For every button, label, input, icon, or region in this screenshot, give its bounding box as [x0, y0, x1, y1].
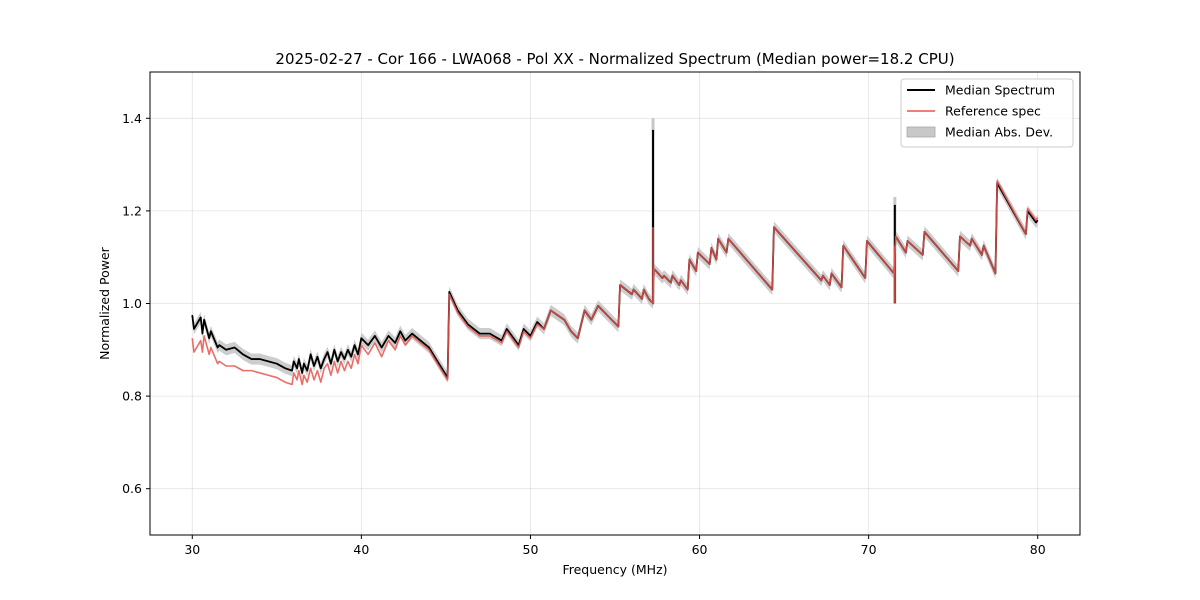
mad-band [192, 177, 1038, 384]
x-tick-label: 40 [353, 542, 369, 557]
y-tick-label: 1.2 [122, 203, 142, 218]
y-tick-label: 0.8 [122, 389, 142, 404]
mad-band-layer [192, 177, 1038, 384]
x-axis-ticks: 30 40 50 60 70 80 [184, 535, 1046, 557]
y-tick-label: 0.6 [122, 481, 142, 496]
y-tick-label: 1.4 [122, 111, 142, 126]
reference-spec-line [191, 180, 1039, 386]
y-axis-label: Normalized Power [97, 246, 112, 360]
x-axis-label: Frequency (MHz) [562, 562, 667, 577]
chart-title: 2025-02-27 - Cor 166 - LWA068 - Pol XX -… [275, 50, 954, 68]
reference-layer [191, 180, 1039, 386]
x-tick-label: 50 [523, 542, 539, 557]
y-tick-label: 1.0 [122, 296, 142, 311]
y-axis-ticks: 0.6 0.8 1.0 1.2 1.4 [122, 111, 150, 496]
legend: Median Spectrum Reference spec Median Ab… [900, 78, 1074, 148]
x-tick-label: 70 [861, 542, 877, 557]
legend-box [900, 78, 1074, 148]
legend-label-mad: Median Abs. Dev. [945, 125, 1053, 140]
legend-swatch-mad [906, 126, 936, 138]
legend-label-reference: Reference spec [945, 104, 1041, 119]
x-tick-label: 80 [1030, 542, 1046, 557]
x-tick-label: 60 [692, 542, 708, 557]
legend-label-median: Median Spectrum [945, 83, 1055, 98]
x-tick-label: 30 [184, 542, 200, 557]
